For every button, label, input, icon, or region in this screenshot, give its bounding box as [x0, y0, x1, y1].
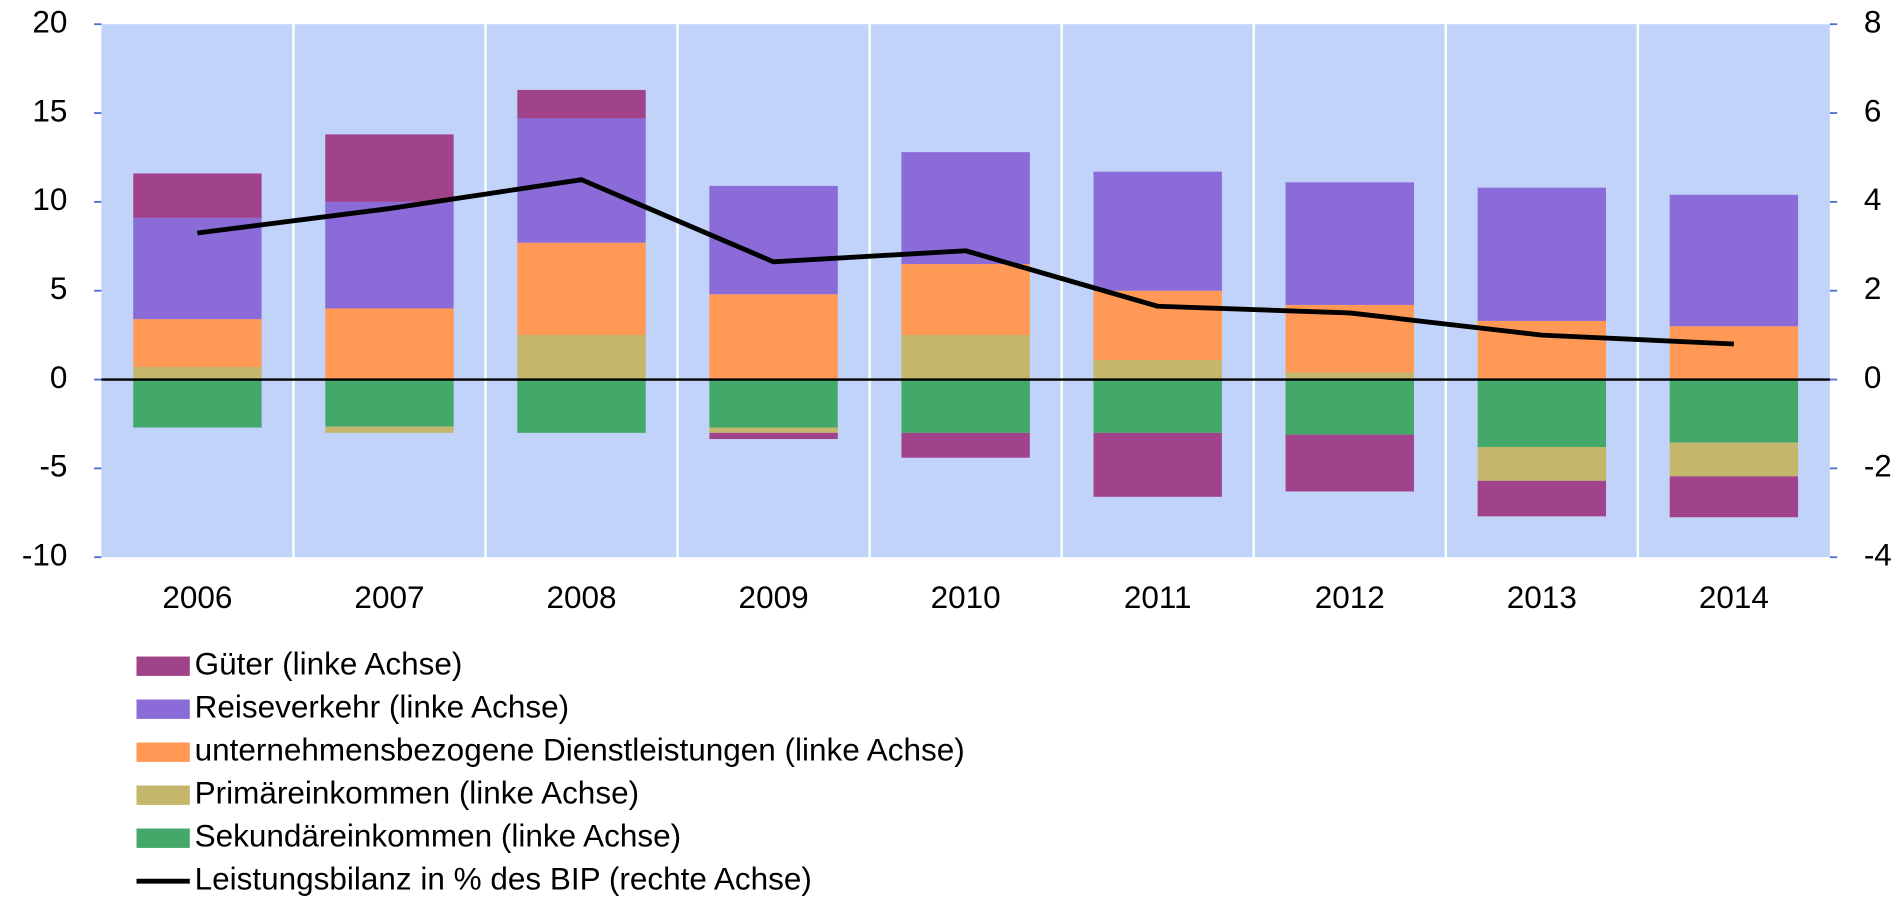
- x-tick-label: 2008: [546, 579, 616, 615]
- bar-segment: [1093, 432, 1222, 497]
- y-tick-label: -5: [39, 448, 67, 484]
- bar-segment: [133, 173, 262, 218]
- bar-segment: [901, 152, 1030, 265]
- bar-segment: [1093, 360, 1222, 380]
- x-tick-label: 2010: [931, 579, 1001, 615]
- bar-segment: [325, 308, 454, 380]
- legend-label: unternehmensbezogene Dienstleistungen (l…: [195, 732, 965, 768]
- bar-segment: [1669, 379, 1799, 443]
- bar-segment: [901, 432, 1030, 458]
- bar-segment: [901, 335, 1030, 380]
- bar-segment: [133, 217, 262, 320]
- x-tick-label: 2009: [739, 579, 809, 615]
- bar-segment: [709, 294, 838, 380]
- bar-segment: [325, 134, 454, 202]
- bar-segment: [901, 379, 1030, 433]
- y2-tick-label: 8: [1864, 4, 1882, 40]
- bar-segment: [709, 379, 838, 428]
- y2-tick-label: -2: [1864, 448, 1892, 484]
- bar-segment: [325, 379, 454, 427]
- bar-segment: [517, 379, 646, 433]
- y2-tick-label: -4: [1864, 537, 1892, 573]
- bar-segment: [709, 432, 838, 440]
- y-tick-label: 15: [32, 92, 67, 128]
- legend-label: Primäreinkommen (linke Achse): [195, 775, 639, 811]
- bar-segment: [1669, 326, 1799, 380]
- bar-segment: [325, 426, 454, 433]
- bar-segment: [1285, 182, 1414, 305]
- legend-swatch: [136, 828, 190, 848]
- bar-segment: [1477, 379, 1607, 448]
- bar-segment: [517, 335, 646, 380]
- bar-segment: [901, 264, 1030, 336]
- bar-segment: [1477, 447, 1607, 481]
- bar-segment: [1477, 187, 1607, 321]
- bar-segment: [1285, 372, 1414, 380]
- y-tick-label: 10: [32, 181, 67, 217]
- bar-segment: [1669, 476, 1799, 518]
- legend-label: Leistungsbilanz in % des BIP (rechte Ach…: [195, 861, 812, 897]
- x-tick-label: 2011: [1124, 579, 1192, 615]
- bar-segment: [1093, 290, 1222, 360]
- x-tick-label: 2013: [1507, 579, 1577, 615]
- legend-swatch: [136, 699, 190, 719]
- y-tick-label: -10: [22, 537, 68, 573]
- legend-swatch: [136, 656, 190, 676]
- bar-segment: [133, 367, 262, 380]
- x-tick-label: 2006: [162, 579, 232, 615]
- bar-segment: [1669, 194, 1799, 327]
- legend-label: Sekundäreinkommen (linke Achse): [195, 818, 682, 854]
- bar-segment: [709, 185, 838, 295]
- y2-tick-label: 2: [1864, 270, 1882, 306]
- bar-segment: [1669, 442, 1799, 477]
- bar-segment: [517, 89, 646, 119]
- legend-label: Reiseverkehr (linke Achse): [195, 689, 569, 725]
- y2-tick-label: 4: [1864, 181, 1882, 217]
- bar-segment: [1093, 171, 1222, 291]
- bar-segment: [517, 242, 646, 336]
- x-tick-label: 2007: [354, 579, 424, 615]
- bar-segment: [1285, 379, 1414, 435]
- bar-segment: [133, 319, 262, 368]
- x-tick-label: 2012: [1315, 579, 1385, 615]
- bar-segment: [1477, 480, 1607, 517]
- legend-swatch: [136, 785, 190, 805]
- y-tick-label: 5: [50, 270, 68, 306]
- legend-label: Güter (linke Achse): [195, 646, 463, 682]
- y-tick-label: 20: [32, 4, 67, 40]
- y2-tick-label: 6: [1864, 92, 1882, 128]
- y-tick-label: 0: [50, 359, 68, 395]
- legend-swatch: [136, 742, 190, 762]
- bar-segment: [133, 379, 262, 428]
- bar-segment: [325, 201, 454, 309]
- line-series: [197, 177, 1734, 347]
- y2-tick-label: 0: [1864, 359, 1882, 395]
- bar-segment: [1093, 379, 1222, 433]
- bar-segment: [1285, 434, 1414, 492]
- bar-segment: [709, 427, 838, 433]
- x-tick-label: 2014: [1699, 579, 1769, 615]
